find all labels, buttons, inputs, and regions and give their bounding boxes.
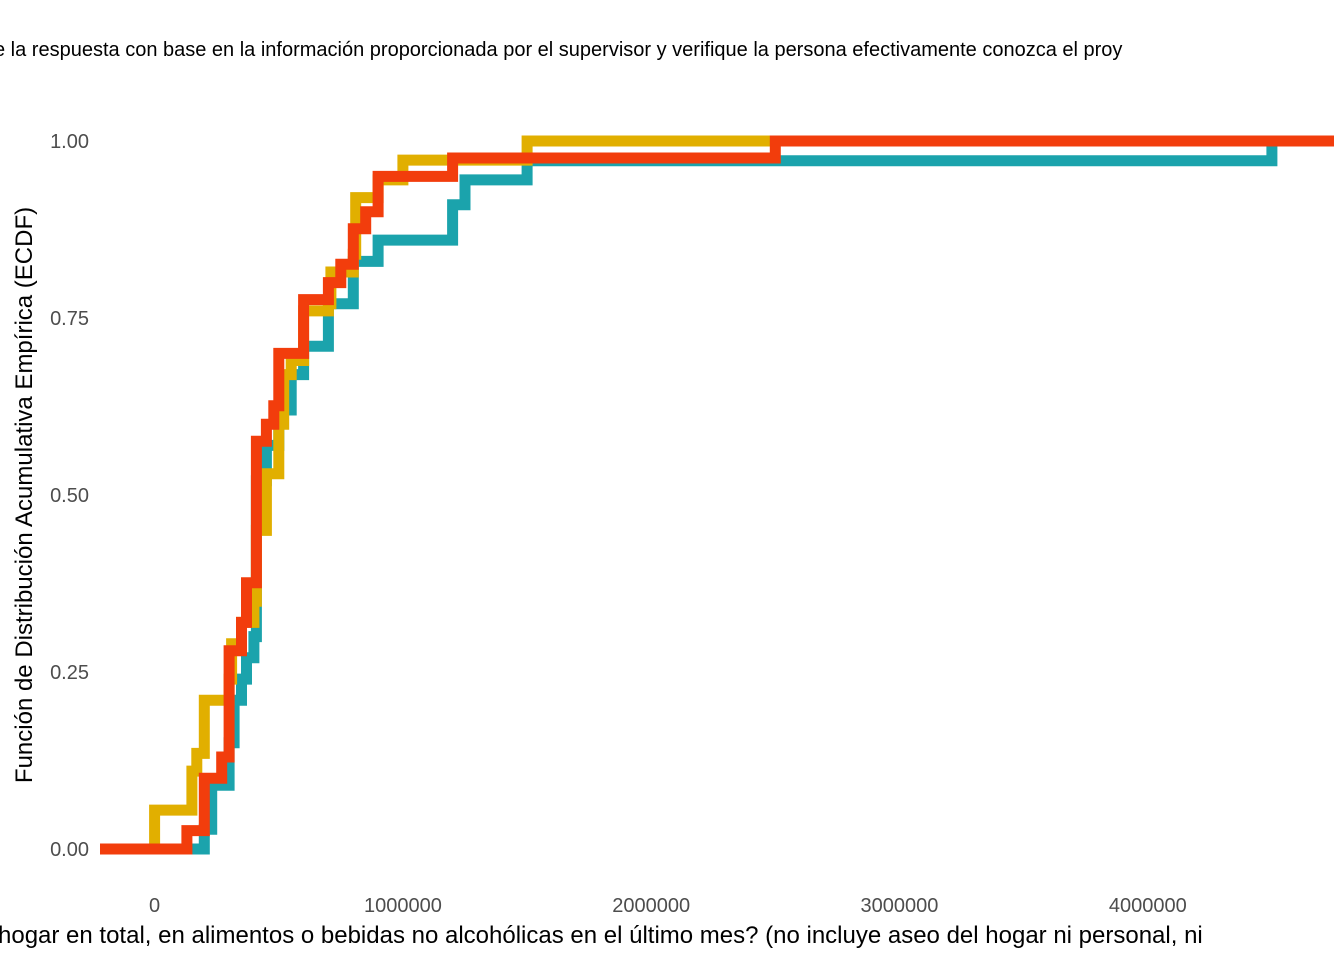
x-tick-label: 3000000: [861, 895, 939, 917]
x-tick-label: 4000000: [1109, 895, 1187, 917]
y-tick-label: 0.00: [50, 839, 89, 861]
y-tick-label: 1.00: [50, 131, 89, 153]
x-tick-label: 0: [149, 895, 160, 917]
chart-subtitle: e la respuesta con base en la informació…: [0, 39, 1122, 61]
y-tick-label: 0.50: [50, 485, 89, 507]
ecdf-series-2: [100, 135, 1334, 855]
y-axis-title: Función de Distribución Acumulativa Empí…: [11, 207, 38, 783]
ecdf-series-1: [100, 135, 1334, 855]
y-tick-label: 0.25: [50, 662, 89, 684]
y-tick-label: 0.75: [50, 308, 89, 330]
ecdf-series-3: [100, 135, 1334, 855]
x-tick-label: 1000000: [364, 895, 442, 917]
x-axis-ticks: 0 1000000 2000000 3000000 4000000: [149, 895, 1187, 917]
y-axis-ticks: 0.00 0.25 0.50 0.75 1.00: [50, 131, 89, 861]
x-tick-label: 2000000: [612, 895, 690, 917]
x-axis-title: hogar en total, en alimentos o bebidas n…: [0, 922, 1203, 949]
series-layer: [100, 135, 1334, 855]
